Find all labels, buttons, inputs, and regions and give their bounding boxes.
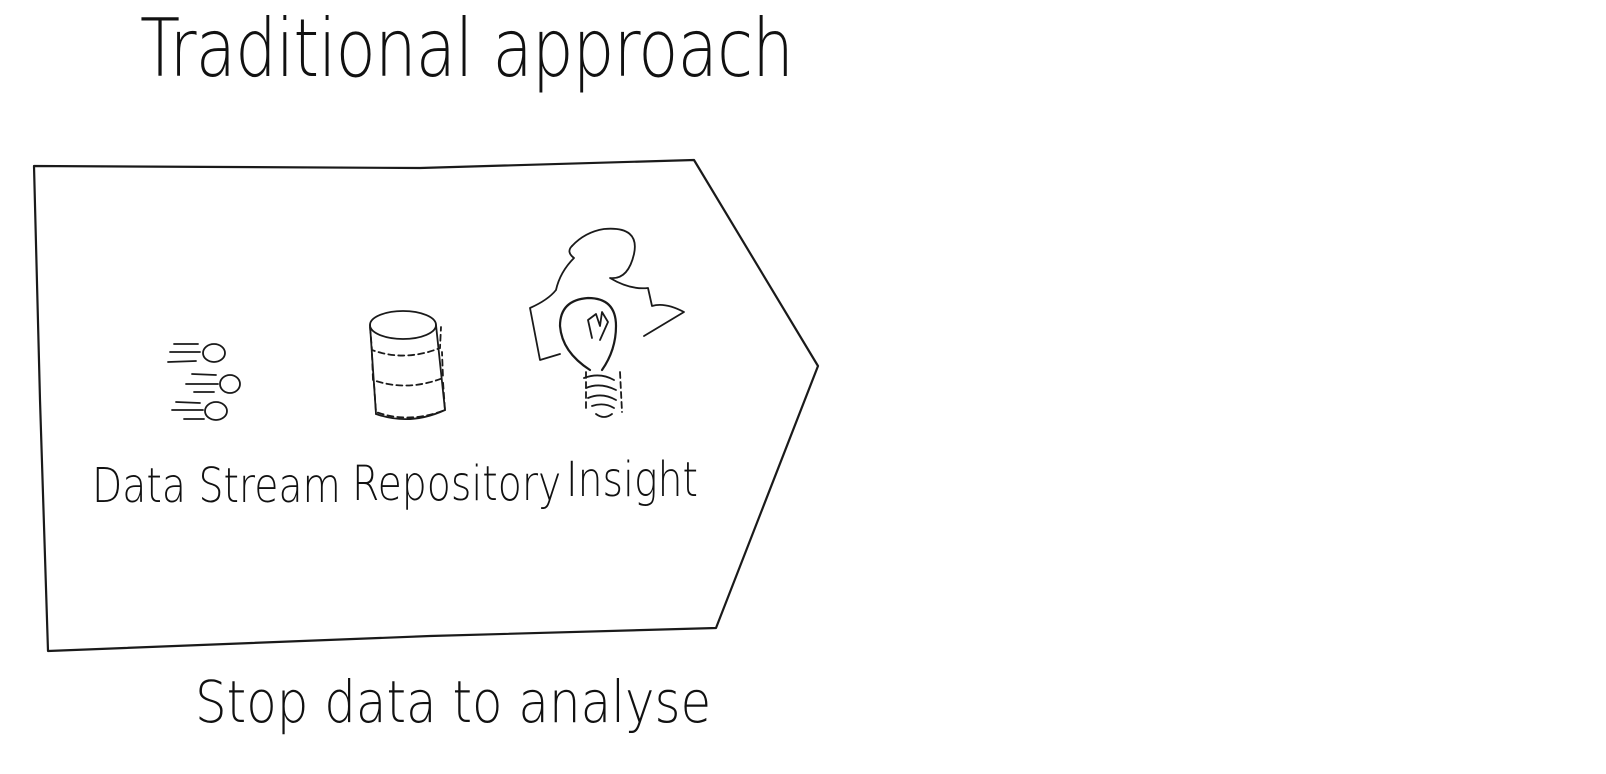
database-icon: [369, 310, 446, 421]
step-label-repository: Repository: [352, 456, 562, 512]
step-label-insight: Insight: [566, 452, 698, 508]
data-stream-icon: [167, 343, 241, 421]
lightbulb-icon: [529, 227, 685, 418]
diagram-caption: Stop data to analyse: [195, 668, 712, 736]
step-label-data-stream: Data Stream: [92, 458, 341, 514]
process-chevron-frame: [32, 158, 820, 653]
diagram-title: Traditional approach: [140, 2, 794, 95]
